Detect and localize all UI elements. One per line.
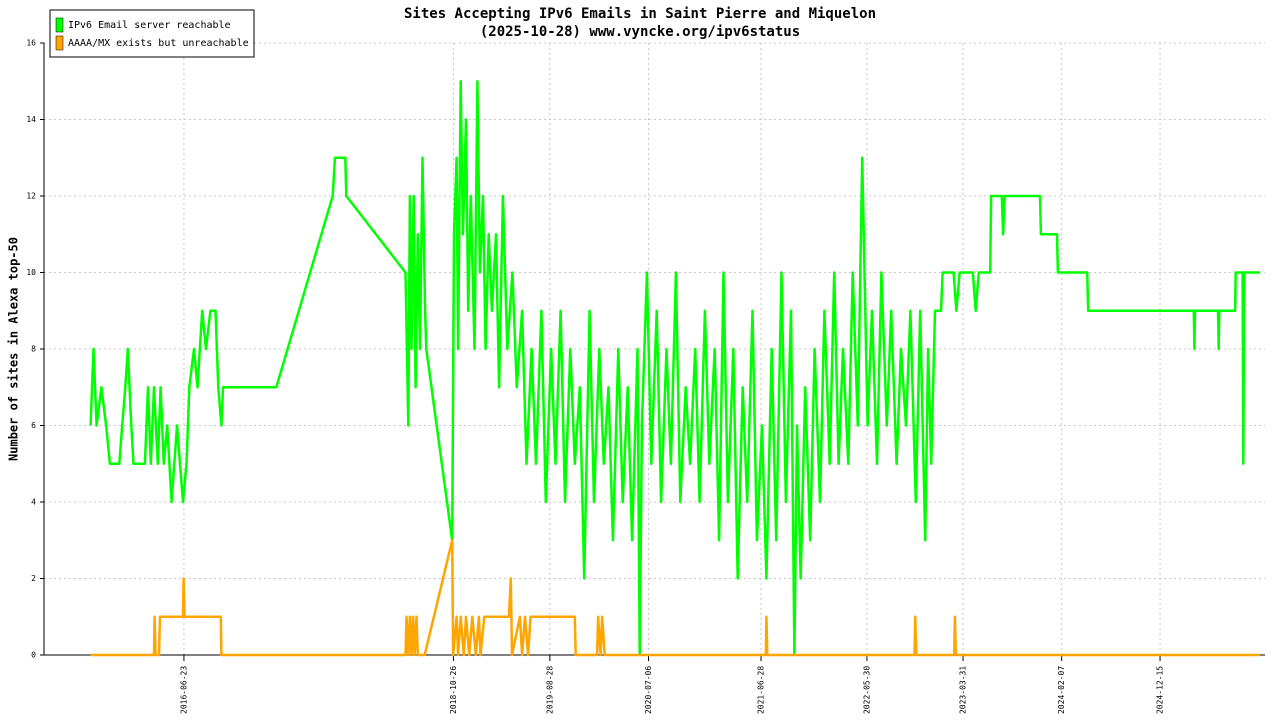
x-tick-label: 2019-08-28 xyxy=(545,666,554,714)
legend-label: IPv6 Email server reachable xyxy=(68,20,231,31)
x-tick-label: 2022-05-30 xyxy=(862,666,871,714)
x-tick-label: 2016-06-23 xyxy=(179,666,188,714)
y-tick-label: 10 xyxy=(26,268,36,277)
y-tick-label: 0 xyxy=(31,651,36,660)
x-tick-label: 2020-07-06 xyxy=(644,666,653,714)
x-tick-label: 2023-03-31 xyxy=(959,666,968,714)
y-tick-label: 14 xyxy=(26,115,36,124)
series-line xyxy=(89,80,1260,657)
y-tick-label: 12 xyxy=(26,192,36,201)
y-tick-label: 2 xyxy=(31,574,36,583)
series-line xyxy=(90,539,1260,657)
legend-swatch xyxy=(55,35,64,51)
y-axis-label: Number of sites in Alexa top-50 xyxy=(7,237,21,461)
x-tick-label: 2018-10-26 xyxy=(449,666,458,714)
x-tick-label: 2024-12-15 xyxy=(1156,666,1165,714)
x-tick-label: 2021-06-28 xyxy=(757,666,766,714)
chart-title: Sites Accepting IPv6 Emails in Saint Pie… xyxy=(404,6,876,22)
x-tick-label: 2024-02-07 xyxy=(1057,666,1066,714)
legend-swatch xyxy=(55,17,64,33)
y-tick-label: 8 xyxy=(31,345,36,354)
chart-subtitle: (2025-10-28) www.vyncke.org/ipv6status xyxy=(480,24,800,40)
y-tick-label: 6 xyxy=(31,421,36,430)
y-tick-label: 16 xyxy=(26,39,36,48)
y-tick-label: 4 xyxy=(31,498,36,507)
legend-label: AAAA/MX exists but unreachable xyxy=(68,38,249,49)
legend-box xyxy=(49,9,255,58)
